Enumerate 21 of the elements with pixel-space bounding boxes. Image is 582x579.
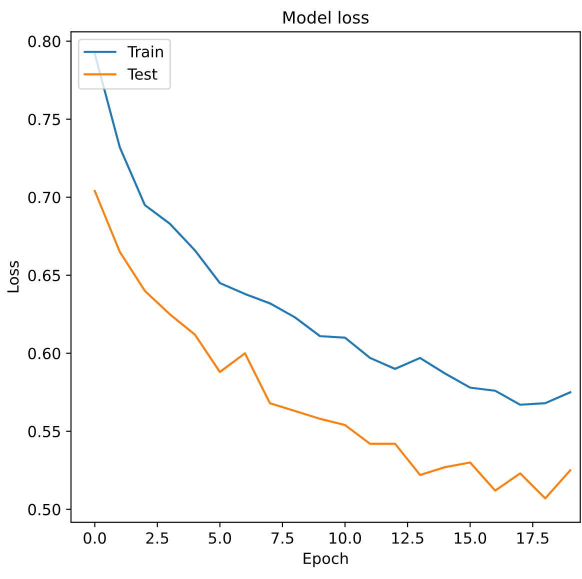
x-tick-label: 2.5: [146, 532, 168, 544]
chart-title: Model loss: [283, 10, 369, 24]
x-tick-label: 15.0: [454, 532, 486, 544]
y-tick-label: 0.50: [28, 504, 60, 516]
y-tick-label: 0.65: [28, 270, 60, 282]
x-tick-label: 12.5: [392, 532, 424, 544]
x-tick-label: 10.0: [330, 532, 362, 544]
x-axis-title: Epoch: [304, 552, 348, 568]
x-tick-label: 0.0: [84, 532, 106, 544]
y-tick-label: 0.60: [28, 348, 60, 360]
y-tick-label: 0.80: [28, 36, 60, 48]
y-tick-label: 0.55: [28, 426, 60, 438]
legend-label: Train: [127, 46, 163, 58]
y-tick-label: 0.70: [28, 192, 60, 204]
x-tick-label: 17.5: [517, 532, 548, 544]
y-tick-label: 0.75: [28, 114, 60, 126]
line-series: [94, 190, 572, 500]
legend-label: Test: [127, 68, 158, 80]
x-tick-label: 5.0: [208, 532, 232, 544]
x-tick-label: 7.5: [272, 532, 294, 544]
y-axis-title: Loss: [7, 261, 19, 292]
